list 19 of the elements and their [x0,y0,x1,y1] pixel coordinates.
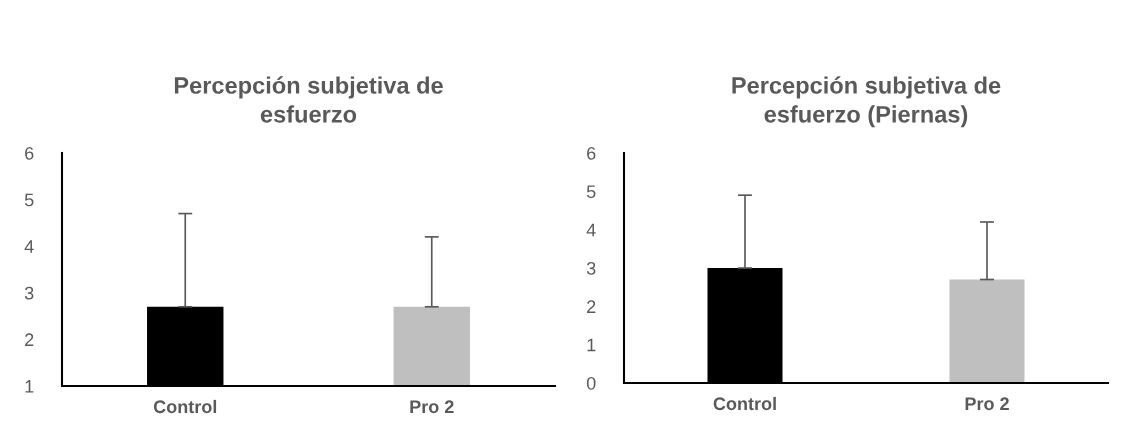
y-tick-label: 3 [24,286,34,300]
y-tick-label: 5 [586,185,596,199]
chart-title: Percepción subjetiva de esfuerzo (Piernas) [732,76,1001,128]
x-tick-label: Pro 2 [410,400,454,414]
y-tick-label: 6 [587,146,596,160]
y-tick-label: 2 [587,300,596,313]
y-tick-label: 1 [25,380,34,393]
y-tick-label: 4 [586,223,596,237]
x-tick-label: Control [153,399,217,414]
x-tick-label: Pro 2 [965,397,1009,411]
y-tick-label: 0 [586,376,596,390]
x-tick-label: Control [713,396,776,411]
y-tick-label: 4 [24,240,34,253]
y-tick-label: 1 [587,338,596,352]
y-tick-label: 3 [586,261,596,275]
chart-title: Percepción subjetiva de esfuerzo [174,76,443,123]
y-tick-label: 2 [25,333,34,346]
y-tick-label: 6 [25,146,34,160]
y-tick-label: 5 [24,193,34,207]
